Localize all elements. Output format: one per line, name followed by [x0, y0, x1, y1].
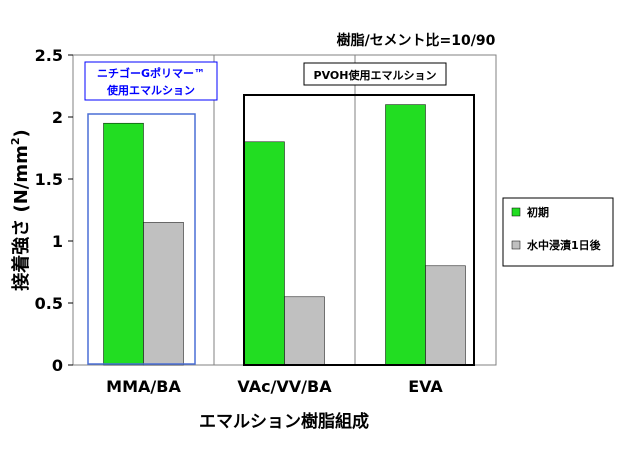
gpolymer-label-box	[84, 61, 218, 101]
legend-label-initial: 初期	[527, 205, 549, 219]
pvoh-label: PVOH使用エマルション	[314, 68, 437, 82]
bar-immersion-0	[143, 222, 184, 366]
y-axis-label-close: )	[11, 129, 32, 137]
x-axis-label: エマルション樹脂組成	[199, 411, 369, 432]
x-tick-label: EVA	[408, 377, 443, 396]
x-tick-label: VAc/VV/BA	[237, 377, 332, 396]
gpolymer-label-line1: ニチゴーGポリマー™	[97, 66, 205, 80]
x-tick-label: MMA/BA	[106, 377, 181, 396]
ratio-note: 樹脂/セメント比=10/90	[337, 32, 496, 49]
legend: 初期 水中浸漬1日後	[502, 197, 614, 267]
legend-label-immersion: 水中浸漬1日後	[527, 238, 602, 252]
y-tick-label: 1.5	[35, 170, 63, 189]
bar-initial-0	[103, 122, 144, 366]
legend-box	[502, 197, 614, 267]
legend-swatch-immersion	[511, 240, 521, 250]
gpolymer-group-frame	[87, 113, 196, 365]
bars: MMA/BA VAc/VV/BA EVA	[103, 104, 466, 396]
pvoh-group-frame	[243, 94, 475, 366]
y-axis-label-sup: 2	[9, 137, 22, 145]
y-tick-label: 2	[52, 108, 63, 127]
bar-initial-1	[244, 141, 285, 366]
y-tick-label: 1	[52, 232, 63, 251]
legend-swatch-initial	[511, 207, 521, 217]
bar-initial-2	[385, 104, 426, 366]
y-tick-label: 0.5	[35, 294, 63, 313]
pvoh-label-box	[303, 62, 447, 86]
bar-immersion-1	[284, 296, 325, 366]
bar-immersion-2	[425, 265, 466, 366]
y-axis-label: 接着強さ (N/mm2)	[9, 129, 33, 291]
y-axis: 0 0.5 1 1.5 2 2.5	[35, 46, 73, 375]
y-axis-label-main: 接着強さ (N/mm	[10, 145, 32, 291]
y-tick-label: 2.5	[35, 46, 63, 65]
y-tick-label: 0	[52, 356, 63, 375]
gpolymer-label-line2: 使用エマルション	[106, 83, 195, 97]
